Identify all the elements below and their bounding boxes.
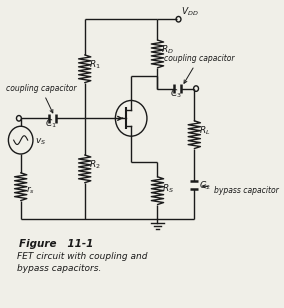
- Text: $R_2$: $R_2$: [89, 159, 101, 171]
- Text: $C_1$: $C_1$: [45, 117, 57, 130]
- Text: $R_D$: $R_D$: [161, 44, 174, 56]
- Text: $R_S$: $R_S$: [162, 182, 174, 195]
- Text: bypass capacitor: bypass capacitor: [202, 185, 278, 195]
- Text: Figure   11-1: Figure 11-1: [19, 239, 93, 249]
- Text: $R_1$: $R_1$: [89, 59, 101, 71]
- Text: $v_S$: $v_S$: [35, 137, 46, 147]
- Text: FET circuit with coupling and: FET circuit with coupling and: [17, 252, 148, 261]
- Text: coupling capacitor: coupling capacitor: [164, 54, 234, 83]
- Text: $R_L$: $R_L$: [199, 124, 210, 137]
- Text: $V_{DD}$: $V_{DD}$: [181, 6, 199, 18]
- Text: $r_s$: $r_s$: [26, 185, 35, 197]
- Text: $C_3$: $C_3$: [170, 87, 182, 100]
- Text: coupling capacitor: coupling capacitor: [6, 83, 76, 113]
- Text: bypass capacitors.: bypass capacitors.: [17, 264, 102, 273]
- Text: $C_2$: $C_2$: [199, 180, 210, 192]
